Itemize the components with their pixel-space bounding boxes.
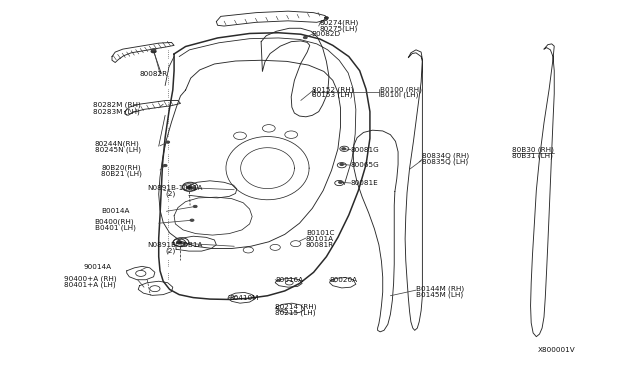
Text: 90014A: 90014A: [83, 264, 111, 270]
Circle shape: [193, 205, 197, 208]
Text: 80153 (LH): 80153 (LH): [312, 92, 353, 99]
Text: 80B30 (RH): 80B30 (RH): [512, 146, 554, 153]
Text: 80020A: 80020A: [330, 277, 358, 283]
Circle shape: [340, 163, 344, 166]
Circle shape: [182, 242, 186, 244]
Text: B0144M (RH): B0144M (RH): [416, 285, 464, 292]
Text: B0145M (LH): B0145M (LH): [416, 291, 463, 298]
Text: 80B31 (LH): 80B31 (LH): [512, 152, 553, 159]
Text: N0891B-10B1A: N0891B-10B1A: [147, 242, 203, 248]
Text: 80282M (RH): 80282M (RH): [93, 102, 141, 108]
Circle shape: [166, 141, 170, 143]
Circle shape: [191, 187, 195, 189]
Circle shape: [152, 49, 156, 51]
Text: 90400+A (RH): 90400+A (RH): [64, 276, 116, 282]
Text: 80245N (LH): 80245N (LH): [95, 146, 141, 153]
Text: 80081G: 80081G: [351, 147, 380, 153]
Text: (2): (2): [165, 191, 175, 198]
Circle shape: [339, 181, 342, 183]
Text: 80274(RH): 80274(RH): [320, 20, 359, 26]
Text: (2): (2): [165, 247, 175, 254]
Text: B0101C: B0101C: [306, 230, 335, 236]
Text: 80275(LH): 80275(LH): [320, 25, 358, 32]
Text: 80082R: 80082R: [140, 71, 168, 77]
Text: 80215 (LH): 80215 (LH): [275, 310, 316, 317]
Text: 80835Q (LH): 80835Q (LH): [422, 159, 468, 166]
Text: 80214 (RH): 80214 (RH): [275, 304, 317, 310]
Circle shape: [151, 50, 156, 53]
Text: B0014A: B0014A: [101, 208, 130, 214]
Circle shape: [177, 241, 182, 244]
Text: 80081E: 80081E: [351, 180, 378, 186]
Circle shape: [303, 36, 307, 39]
Text: X800001V: X800001V: [538, 347, 575, 353]
Text: 80834Q (RH): 80834Q (RH): [422, 153, 470, 160]
Text: B0082D: B0082D: [312, 31, 341, 37]
Text: 80065G: 80065G: [351, 162, 380, 168]
Text: 80401+A (LH): 80401+A (LH): [64, 282, 116, 288]
Circle shape: [163, 164, 167, 167]
Circle shape: [186, 186, 191, 189]
Text: 80244N(RH): 80244N(RH): [95, 140, 140, 147]
Text: 80B21 (LH): 80B21 (LH): [101, 171, 142, 177]
Text: 80081R: 80081R: [306, 242, 334, 248]
Text: 80410M: 80410M: [229, 295, 259, 301]
Circle shape: [190, 219, 194, 221]
Circle shape: [342, 148, 346, 150]
Text: 80101A: 80101A: [306, 236, 334, 242]
Text: N0891B-10B1A: N0891B-10B1A: [147, 185, 203, 191]
Text: 80152 (RH): 80152 (RH): [312, 86, 354, 93]
Text: 80B20(RH): 80B20(RH): [101, 165, 141, 171]
Text: 80016A: 80016A: [275, 277, 303, 283]
Text: B010I (LH): B010I (LH): [380, 92, 418, 99]
Text: 80283M (LH): 80283M (LH): [93, 108, 140, 115]
Text: B0100 (RH): B0100 (RH): [380, 86, 421, 93]
Circle shape: [324, 17, 328, 19]
Text: B0400(RH): B0400(RH): [95, 218, 134, 225]
Text: B0401 (LH): B0401 (LH): [95, 224, 136, 231]
